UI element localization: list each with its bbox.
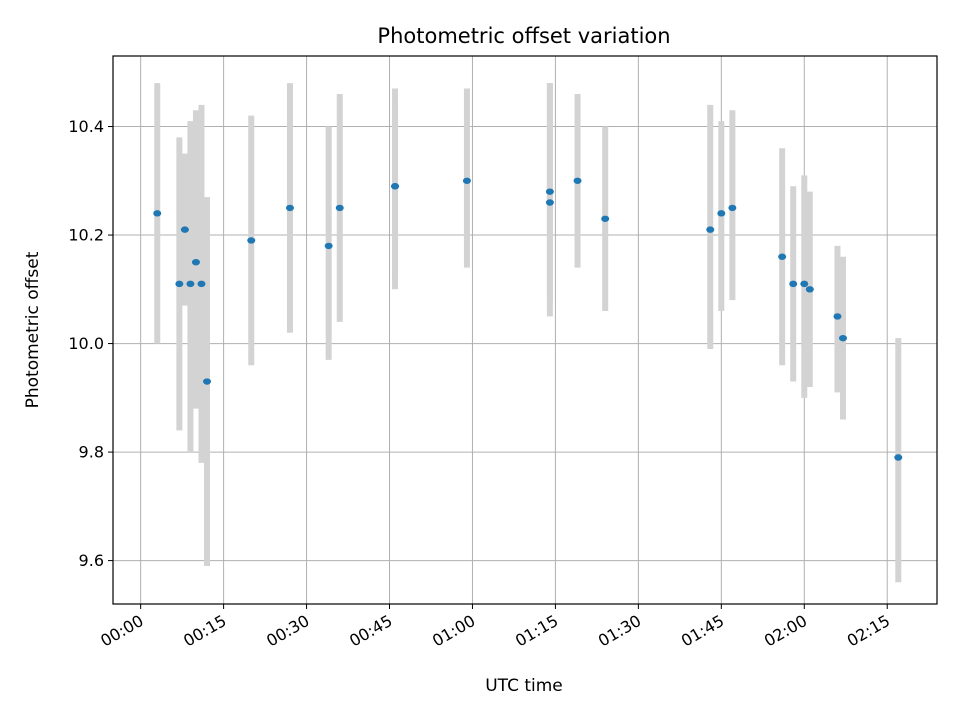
data-point (175, 280, 184, 288)
data-point (545, 188, 554, 195)
y-tick-label: 9.6 (79, 551, 104, 570)
data-point (778, 253, 787, 260)
data-point (800, 280, 809, 288)
data-point (545, 199, 554, 206)
data-point (285, 204, 294, 212)
data-point (601, 215, 610, 222)
x-axis-title: UTC time (485, 676, 563, 696)
data-point (324, 242, 333, 250)
data-point (197, 280, 206, 288)
data-point (191, 258, 200, 266)
y-tick-label: 10.4 (68, 117, 104, 136)
data-point (894, 454, 903, 461)
data-points (153, 177, 903, 461)
data-point (706, 226, 715, 233)
data-point (573, 177, 582, 184)
y-tick-label: 10.0 (68, 334, 104, 353)
data-point (717, 210, 726, 217)
y-tick-label: 9.8 (79, 443, 104, 462)
y-axis-ticks: 9.6 9.8 10.0 10.2 10.4 (68, 117, 113, 570)
data-point (462, 177, 471, 184)
data-point (728, 204, 737, 212)
data-point (153, 210, 162, 217)
data-point (805, 286, 814, 293)
data-point (180, 226, 189, 233)
y-axis-title: Photometric offset (23, 251, 43, 408)
plot-frame (112, 55, 938, 605)
data-point (247, 237, 256, 244)
data-point (838, 334, 847, 342)
data-point (391, 183, 400, 190)
data-point (186, 280, 195, 288)
data-point (789, 280, 798, 288)
data-point (335, 204, 344, 212)
data-point (833, 313, 842, 320)
chart-title: Photometric offset variation (377, 24, 670, 48)
data-point (203, 378, 212, 385)
grid-lines (113, 56, 937, 604)
y-tick-label: 10.2 (68, 226, 104, 245)
